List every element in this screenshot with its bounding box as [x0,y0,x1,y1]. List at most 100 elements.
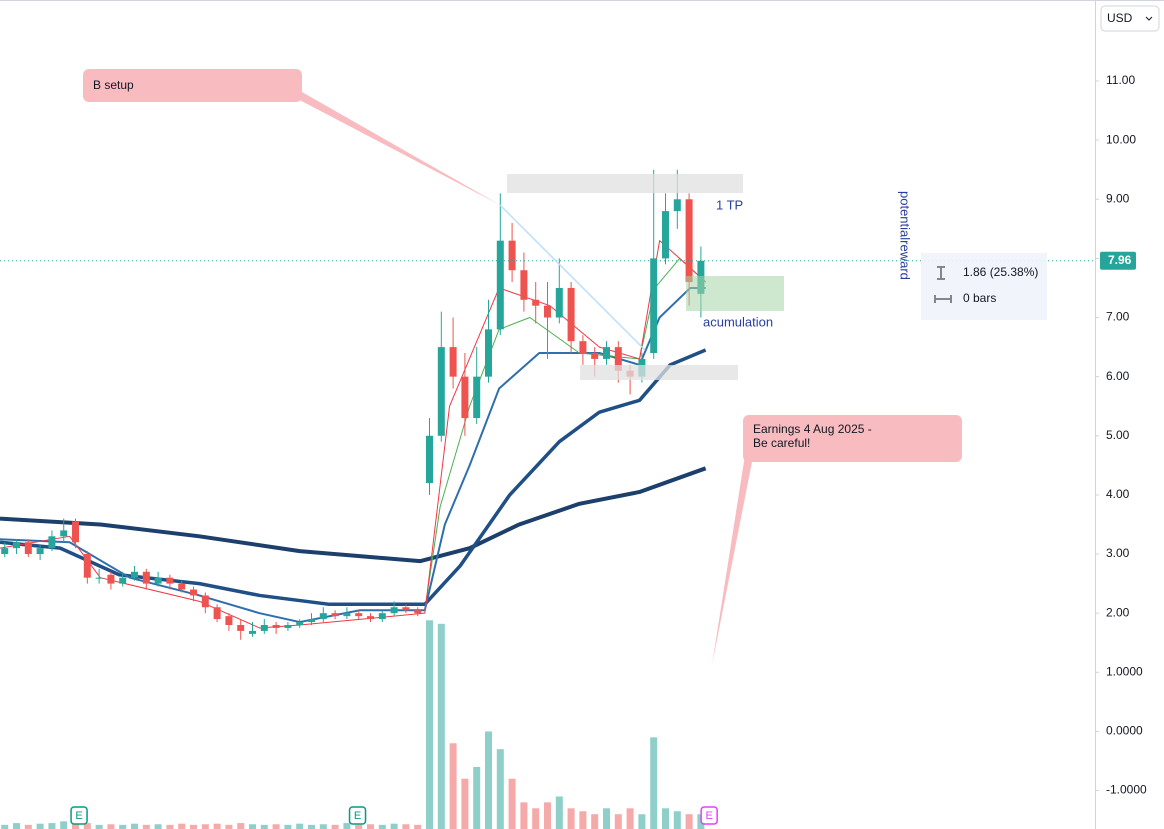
callout-text: Earnings 4 Aug 2025 - [753,422,872,436]
y-tick-label: 3.00 [1106,546,1130,560]
y-tick-label: -1.0000 [1106,783,1147,797]
volume-bar [272,824,280,829]
callout-pointer [290,92,500,205]
measure-bars: 0 bars [963,291,996,305]
volume-bar [355,824,363,829]
candle-body [449,347,457,377]
candle-body [24,542,32,555]
candle-body [201,595,209,608]
candle-body [661,211,669,259]
moving-average [0,286,706,624]
callout-box [83,69,302,102]
volume-bar [461,778,469,829]
candle-body [1,548,9,555]
candle-body [213,607,221,620]
candle-body [591,353,599,359]
y-tick-label: 5.00 [1106,428,1130,442]
volume-bar [142,824,150,829]
candle-body [461,376,469,419]
candle-body [650,258,658,354]
candle-body [95,577,103,579]
volume-bar [473,766,481,829]
volume-bar [437,623,445,829]
measure-change: 1.86 (25.38%) [963,265,1038,279]
volume-bar [178,823,186,829]
candle-body [343,613,351,617]
volume-bar [319,824,327,829]
candle-body [13,542,21,549]
volume-bar [378,824,386,829]
volume-bar [131,823,139,829]
candle-body [579,341,587,354]
volume-bar [520,802,528,829]
volume-bar [166,824,174,829]
event-marker [700,806,718,825]
volume-bar [107,824,115,829]
volume-bar [414,824,422,829]
tp-label: 1 TP [716,197,743,212]
candle-body [414,610,422,614]
candle-body [426,435,434,484]
volume-bar [579,811,587,829]
candle-body [237,625,245,631]
measure-box [921,253,1047,320]
volume-bar [119,824,127,829]
candle-body [72,521,80,543]
volume-bar [284,824,292,829]
volume-bar [638,814,646,829]
candle-body [555,287,563,318]
potential-label: potentialreward [898,191,913,280]
volume-bar [544,802,551,829]
volume-bar [249,824,257,829]
last-price-box [1100,251,1136,270]
volume-bar [626,808,634,829]
volume-bar [95,824,103,829]
candle-body [567,287,575,342]
candle-body [319,613,327,620]
drawings: B setup Earnings 4 Aug 2025 - Be careful… [83,5,1160,665]
volume-bar [260,824,268,829]
candle-body [60,530,68,537]
event-label: E [354,810,361,822]
candle-body [83,554,91,578]
volume-bar [48,823,56,829]
volume-bar [36,823,44,829]
candle-body [119,577,127,584]
candle-body [685,199,693,283]
y-tick-label: 6.00 [1106,369,1130,383]
event-label: E [705,810,712,822]
candle-body [225,616,233,626]
moving-average [0,466,707,564]
volume-bar [237,823,245,829]
candle-body [544,305,551,318]
candle-body [402,607,410,611]
callout-text: Be careful! [753,436,810,450]
accumulation-zone [686,276,784,311]
candle-body [437,347,445,436]
volume-bar [614,814,622,829]
volume-bar [673,811,681,829]
candle-body [284,625,292,628]
volume-bar [1,824,9,829]
volume-bar [201,824,209,829]
bars-icon [934,295,952,303]
candle-body [520,270,528,300]
candle-body [673,199,681,212]
volume-bar [449,743,457,829]
volume-bar [402,824,410,829]
volume-bar [83,823,91,829]
y-tick-label: 1.0000 [1106,664,1143,678]
volume-bar [367,824,375,829]
volume-bar [508,778,516,829]
y-tick-label: 9.00 [1106,191,1130,205]
candle-body [48,536,56,549]
event-marker [70,806,88,825]
volume-bar [555,796,563,829]
volume-bar [343,823,351,829]
currency-dropdown[interactable] [1100,5,1160,32]
currency-label[interactable]: USD [1107,11,1133,25]
candle-body [532,299,540,306]
support-zone [580,365,738,380]
volume-bar [24,824,32,829]
